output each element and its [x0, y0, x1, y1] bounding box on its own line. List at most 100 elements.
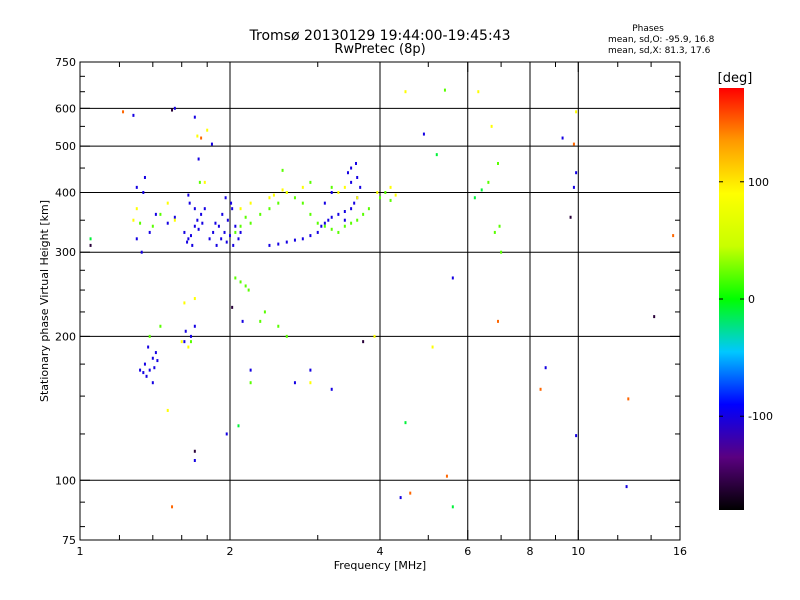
data-point [193, 297, 196, 301]
data-point [139, 221, 142, 225]
data-point [343, 185, 346, 189]
colorbar [719, 88, 744, 510]
data-point [373, 334, 376, 338]
data-point [171, 108, 174, 112]
data-point [435, 153, 438, 157]
y-tick-label: 100 [55, 474, 76, 487]
data-point [350, 166, 353, 170]
data-point [293, 238, 296, 242]
data-point [148, 334, 151, 338]
data-point [247, 288, 250, 292]
data-point [337, 212, 340, 216]
data-point [147, 345, 150, 349]
data-point [356, 175, 359, 179]
data-point [203, 180, 206, 184]
data-point [301, 185, 304, 189]
data-point [189, 234, 192, 238]
data-point [241, 319, 244, 323]
data-point [572, 142, 575, 146]
data-point [272, 193, 275, 197]
data-point [451, 505, 454, 509]
data-point [330, 387, 333, 391]
data-point [323, 221, 326, 225]
colorbar-tick-label: -100 [748, 410, 773, 423]
data-point [356, 196, 359, 200]
data-point [281, 188, 284, 192]
data-point [404, 421, 407, 425]
x-tick-label: 10 [571, 545, 585, 558]
data-point [143, 175, 146, 179]
data-point [154, 351, 157, 355]
data-point [346, 171, 349, 175]
data-point [301, 201, 304, 205]
data-point [198, 180, 201, 184]
data-point [249, 221, 252, 225]
data-point [196, 218, 199, 222]
data-point [575, 171, 578, 175]
phases-stat-o: mean, sd,O: -95.9, 16.8 [608, 35, 715, 45]
data-point [232, 243, 235, 247]
data-point [445, 474, 448, 478]
data-point [159, 212, 162, 216]
data-point [268, 207, 271, 211]
data-point [135, 237, 138, 241]
data-point [239, 280, 242, 284]
data-point [477, 90, 480, 94]
grid-lines [80, 62, 680, 540]
data-point [350, 207, 353, 211]
data-point [330, 227, 333, 231]
data-point [217, 224, 220, 228]
data-point [561, 136, 564, 140]
data-point [193, 224, 196, 228]
data-point [193, 324, 196, 328]
data-point [225, 432, 228, 436]
data-point [493, 230, 496, 234]
data-point [343, 218, 346, 222]
x-tick-label: 8 [527, 545, 534, 558]
data-point [171, 505, 174, 509]
data-point [148, 230, 151, 234]
data-point [203, 207, 206, 211]
data-point [293, 381, 296, 385]
data-point [200, 136, 203, 140]
data-point [487, 180, 490, 184]
data-point [376, 190, 379, 194]
data-point [293, 196, 296, 200]
phases-heading: Phases [632, 24, 664, 34]
data-point [184, 329, 187, 333]
axis-tick-labels: 1 2 4 6 8 10 16 75 100 200 300 400 500 600 750 [55, 56, 687, 558]
colorbar-tick-label: 100 [748, 176, 769, 189]
data-point [500, 250, 503, 254]
colorbar-tick-label: 0 [748, 293, 755, 306]
data-point [132, 218, 135, 222]
data-point [166, 408, 169, 412]
data-point [672, 234, 675, 238]
data-point [214, 221, 217, 225]
data-point [188, 201, 191, 205]
data-point [350, 221, 353, 225]
data-point [431, 345, 434, 349]
data-point [490, 124, 493, 128]
data-point [343, 210, 346, 214]
data-point [139, 368, 142, 372]
data-point [239, 224, 242, 228]
data-point [193, 207, 196, 211]
data-point [285, 190, 288, 194]
data-point [237, 237, 240, 241]
data-point [249, 201, 252, 205]
data-point [226, 218, 229, 222]
data-point [277, 201, 280, 205]
y-tick-label: 75 [62, 534, 76, 547]
y-axis-label: Stationary phase Virtual Height [km] [38, 200, 51, 402]
data-point [212, 230, 215, 234]
data-point [215, 243, 218, 247]
data-point [183, 340, 186, 344]
data-point [277, 324, 280, 328]
phases-stat-x: mean, sd,X: 81.3, 17.6 [608, 46, 711, 56]
data-point [337, 230, 340, 234]
data-point [389, 185, 392, 189]
data-points [89, 88, 675, 509]
data-point [151, 381, 154, 385]
data-point [187, 193, 190, 197]
data-point [281, 168, 284, 172]
